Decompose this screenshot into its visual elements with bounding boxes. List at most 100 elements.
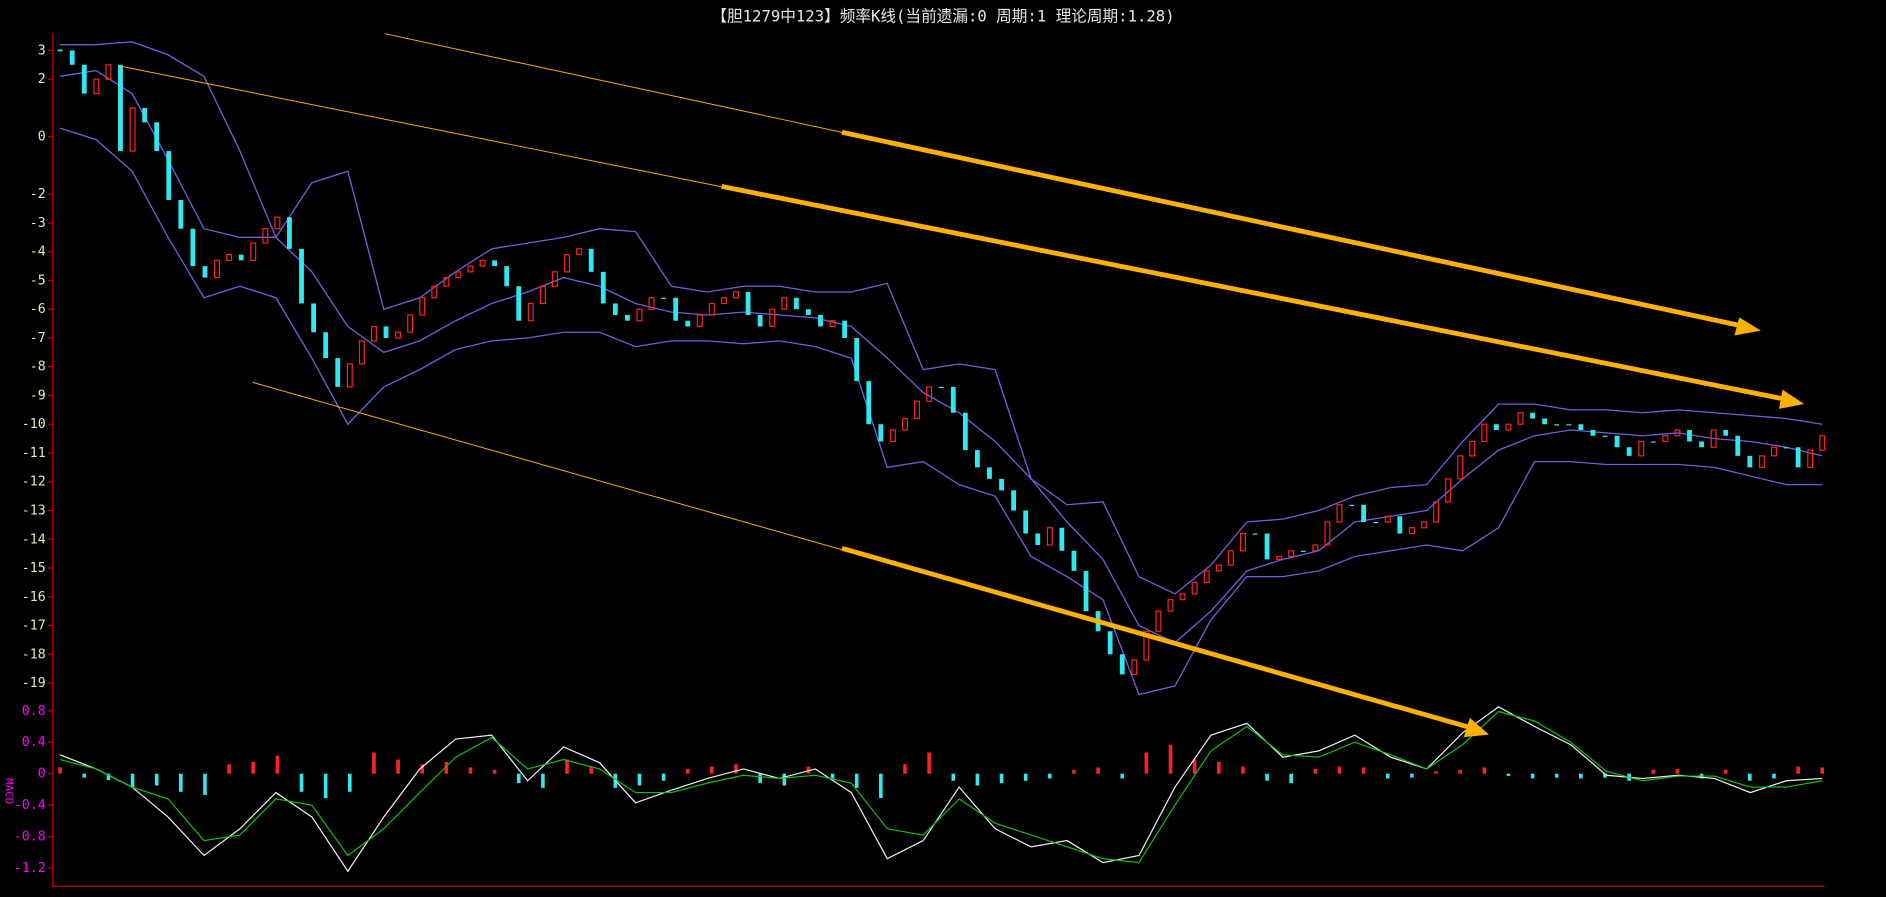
candle xyxy=(1590,429,1596,436)
macd-bar xyxy=(637,773,642,786)
candle xyxy=(781,297,788,310)
macd-bar xyxy=(1579,773,1583,779)
y-tick-label: -10 xyxy=(22,417,46,432)
candle xyxy=(1191,581,1198,595)
plot-area: 3 2 0 -2 -3 -4 -5 -6 -7 -8 -9 -10 -11 -12 -13 -14 -15 -16… xyxy=(14,41,1826,876)
candle xyxy=(1312,544,1319,552)
candle xyxy=(1349,504,1354,506)
candle xyxy=(1735,435,1741,456)
candle xyxy=(1614,435,1620,448)
candle xyxy=(455,271,462,279)
candle xyxy=(987,467,992,479)
macd-bar xyxy=(1748,773,1752,781)
candle xyxy=(527,302,534,322)
macd-bar xyxy=(1675,768,1680,774)
macd-bar xyxy=(854,773,859,788)
macd-bar xyxy=(903,764,907,774)
candle xyxy=(974,450,980,468)
candle xyxy=(1119,654,1125,675)
y-tick-label: -17 xyxy=(22,619,46,634)
candle xyxy=(1457,455,1464,480)
candle xyxy=(1276,555,1283,560)
arrow-head xyxy=(1778,389,1805,409)
macd-bar xyxy=(1385,773,1390,779)
candle xyxy=(1770,446,1777,457)
macd-bar xyxy=(589,766,593,774)
candle xyxy=(600,271,606,304)
candle xyxy=(685,320,691,327)
candle xyxy=(250,242,257,261)
candle xyxy=(1011,490,1017,511)
candle xyxy=(1071,550,1077,571)
macd-bar xyxy=(1144,752,1149,774)
macd-bar xyxy=(541,773,545,788)
candle xyxy=(431,285,438,299)
macd-bar xyxy=(1482,767,1487,774)
candle xyxy=(69,50,75,65)
macd-bar xyxy=(1603,773,1607,778)
macd-bar xyxy=(1120,773,1125,779)
macd-bar xyxy=(1096,767,1100,774)
candle xyxy=(1227,550,1234,566)
macd-bar xyxy=(1337,766,1342,774)
trend-arrow xyxy=(841,545,1471,730)
candle xyxy=(395,331,402,339)
candle xyxy=(166,151,172,200)
candle xyxy=(624,314,630,321)
arrow-head xyxy=(1463,717,1490,738)
bollinger-mid xyxy=(60,69,1823,644)
candle xyxy=(612,303,618,315)
candle xyxy=(1252,533,1258,535)
candle xyxy=(696,314,703,328)
candle xyxy=(299,248,304,304)
candle xyxy=(1650,441,1656,443)
candle xyxy=(1723,429,1729,436)
chart-title: 【胆1279中123】频率K线(当前遗漏:0 周期:1 理论周期:1.28) xyxy=(711,6,1174,25)
candle xyxy=(720,297,727,305)
candle xyxy=(588,248,594,272)
candle xyxy=(950,386,956,413)
macd-label: MACD xyxy=(2,778,15,804)
candle xyxy=(1626,447,1632,456)
y-tick-label: -15 xyxy=(22,561,46,576)
macd-bar xyxy=(179,773,183,792)
candle xyxy=(1517,412,1524,425)
candle xyxy=(346,363,353,388)
macd-bar xyxy=(347,773,352,792)
candle xyxy=(999,478,1004,491)
candle xyxy=(1107,631,1113,655)
macd-bar xyxy=(1458,769,1462,774)
candle xyxy=(1554,424,1560,426)
candle xyxy=(214,259,221,279)
candle xyxy=(1203,570,1210,583)
macd-bar xyxy=(806,766,811,774)
candle xyxy=(1819,435,1826,451)
candle xyxy=(443,276,450,287)
y-tick-label: -6 xyxy=(30,302,46,317)
y-tick-label: -11 xyxy=(22,446,46,461)
macd-bar xyxy=(1723,769,1728,774)
candle xyxy=(1493,424,1499,430)
y-tick-label: -12 xyxy=(22,475,46,490)
candle xyxy=(479,259,486,267)
candle xyxy=(708,302,715,316)
candle xyxy=(1566,424,1572,426)
trend-arrow xyxy=(721,184,1786,402)
macd-bar xyxy=(1241,766,1245,774)
candle xyxy=(1046,527,1053,546)
y-tick-label: 0.8 xyxy=(22,704,46,719)
macd-bar xyxy=(782,773,787,786)
candle xyxy=(564,253,571,273)
macd-bar xyxy=(1192,759,1197,774)
candle xyxy=(118,64,123,152)
candle xyxy=(1530,412,1535,419)
candle xyxy=(576,248,583,256)
macd-bar xyxy=(1072,769,1076,774)
macd-bar xyxy=(1265,773,1269,781)
y-tick-label: -2 xyxy=(30,187,46,202)
macd-bar xyxy=(661,773,666,781)
macd-bar xyxy=(1410,773,1414,778)
candle xyxy=(1710,429,1717,448)
candle xyxy=(1783,447,1789,449)
candle xyxy=(842,320,848,338)
